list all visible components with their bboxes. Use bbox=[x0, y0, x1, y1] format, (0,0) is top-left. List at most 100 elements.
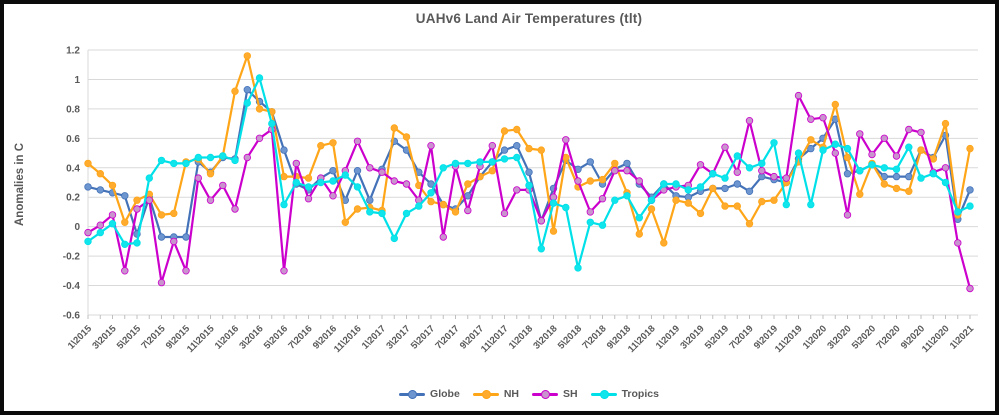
x-tick-label: 11\2018 bbox=[626, 323, 658, 355]
data-point-sh bbox=[733, 168, 741, 176]
data-point-nh bbox=[121, 218, 129, 226]
data-point-tropics bbox=[917, 174, 925, 182]
x-tick-label: 3\2015 bbox=[90, 323, 119, 352]
legend-label: Globe bbox=[430, 388, 460, 400]
data-point-globe bbox=[353, 166, 362, 175]
y-tick-label: -0.4 bbox=[63, 281, 81, 292]
legend-label: SH bbox=[562, 388, 578, 400]
data-point-sh bbox=[243, 153, 251, 162]
data-point-globe bbox=[623, 159, 631, 168]
data-point-tropics bbox=[476, 158, 484, 166]
data-point-tropics bbox=[733, 152, 741, 160]
data-point-nh bbox=[464, 180, 472, 188]
data-point-tropics bbox=[574, 264, 582, 272]
data-point-nh bbox=[880, 180, 888, 188]
data-point-globe bbox=[182, 233, 190, 241]
data-point-nh bbox=[917, 146, 925, 154]
data-point-nh bbox=[733, 202, 741, 210]
data-point-tropics bbox=[219, 152, 227, 160]
data-point-tropics bbox=[378, 209, 386, 218]
data-point-tropics bbox=[758, 159, 766, 168]
data-point-globe bbox=[966, 186, 974, 194]
data-point-sh bbox=[586, 208, 594, 216]
data-point-nh bbox=[843, 153, 852, 162]
data-point-nh bbox=[317, 141, 325, 150]
data-point-sh bbox=[782, 174, 790, 182]
data-point-tropics bbox=[525, 181, 533, 190]
legend-item-globe: Globe bbox=[399, 388, 460, 400]
y-tick-label: -0.2 bbox=[63, 252, 81, 263]
data-point-nh bbox=[451, 208, 460, 216]
data-point-nh bbox=[537, 146, 545, 154]
x-tick-label: 3\2018 bbox=[531, 323, 559, 351]
x-tick-label: 1\2019 bbox=[654, 323, 682, 351]
data-point-nh bbox=[280, 172, 288, 181]
data-point-sh bbox=[598, 194, 607, 203]
data-point-sh bbox=[145, 196, 153, 204]
x-tick-label: 5\2016 bbox=[262, 323, 290, 351]
data-point-sh bbox=[819, 113, 827, 122]
data-point-sh bbox=[292, 159, 300, 168]
y-tick-label: 0.8 bbox=[66, 104, 80, 115]
data-point-globe bbox=[586, 158, 594, 166]
data-point-sh bbox=[280, 267, 288, 275]
data-point-sh bbox=[562, 136, 570, 144]
data-point-sh bbox=[611, 166, 619, 175]
x-tick-label: 1\2017 bbox=[360, 323, 388, 351]
data-point-sh bbox=[635, 177, 643, 185]
data-point-tropics bbox=[366, 208, 374, 216]
data-point-nh bbox=[647, 205, 656, 213]
data-point-sh bbox=[696, 161, 705, 169]
data-point-nh bbox=[390, 124, 398, 132]
data-point-tropics bbox=[562, 203, 570, 212]
data-point-sh bbox=[537, 217, 545, 225]
data-point-sh bbox=[513, 186, 521, 194]
data-point-nh bbox=[745, 219, 754, 228]
data-point-tropics bbox=[304, 183, 313, 191]
legend-item-tropics: Tropics bbox=[590, 388, 659, 400]
legend-swatch-nh bbox=[472, 389, 499, 399]
data-point-tropics bbox=[268, 119, 276, 128]
data-point-sh bbox=[745, 116, 754, 125]
x-tick-label: 11\2019 bbox=[773, 323, 805, 355]
y-tick-label: 0.6 bbox=[66, 134, 80, 145]
x-tick-label: 7\2019 bbox=[727, 323, 755, 351]
data-point-tropics bbox=[684, 186, 692, 194]
data-point-nh bbox=[231, 87, 239, 95]
data-point-tropics bbox=[807, 200, 815, 209]
data-point-sh bbox=[329, 192, 337, 200]
y-tick-label: 1 bbox=[74, 75, 80, 86]
x-tick-label: 1\2021 bbox=[948, 323, 977, 352]
data-point-nh bbox=[402, 133, 411, 141]
data-point-tropics bbox=[647, 196, 656, 204]
data-point-tropics bbox=[537, 245, 545, 253]
data-point-sh bbox=[905, 125, 913, 134]
data-point-tropics bbox=[353, 183, 362, 191]
data-point-tropics bbox=[892, 165, 901, 173]
data-point-nh bbox=[304, 174, 313, 182]
data-point-sh bbox=[488, 141, 496, 150]
data-point-nh bbox=[672, 196, 680, 204]
data-point-globe bbox=[807, 144, 815, 153]
x-tick-label: 11\2020 bbox=[920, 323, 952, 355]
data-point-sh bbox=[856, 130, 864, 138]
x-tick-label: 11\2017 bbox=[479, 323, 511, 355]
data-point-sh bbox=[133, 205, 141, 213]
data-point-nh bbox=[831, 100, 839, 109]
data-point-tropics bbox=[696, 183, 705, 191]
line-chart-plot-area: 1.210.80.60.40.20-0.2-0.4-0.61\20153\201… bbox=[63, 46, 978, 355]
data-point-nh bbox=[341, 218, 349, 226]
data-point-tropics bbox=[341, 171, 349, 179]
data-point-tropics bbox=[170, 159, 178, 168]
data-point-tropics bbox=[500, 155, 509, 163]
data-point-nh bbox=[255, 105, 264, 113]
x-tick-label: 11\2016 bbox=[332, 323, 364, 355]
x-tick-label: 7\2016 bbox=[286, 323, 314, 351]
data-point-tropics bbox=[635, 214, 643, 222]
data-point-nh bbox=[635, 230, 643, 238]
data-point-tropics bbox=[856, 166, 864, 175]
data-point-nh bbox=[170, 209, 178, 218]
data-point-sh bbox=[219, 181, 227, 190]
legend-swatch-tropics bbox=[590, 389, 617, 399]
